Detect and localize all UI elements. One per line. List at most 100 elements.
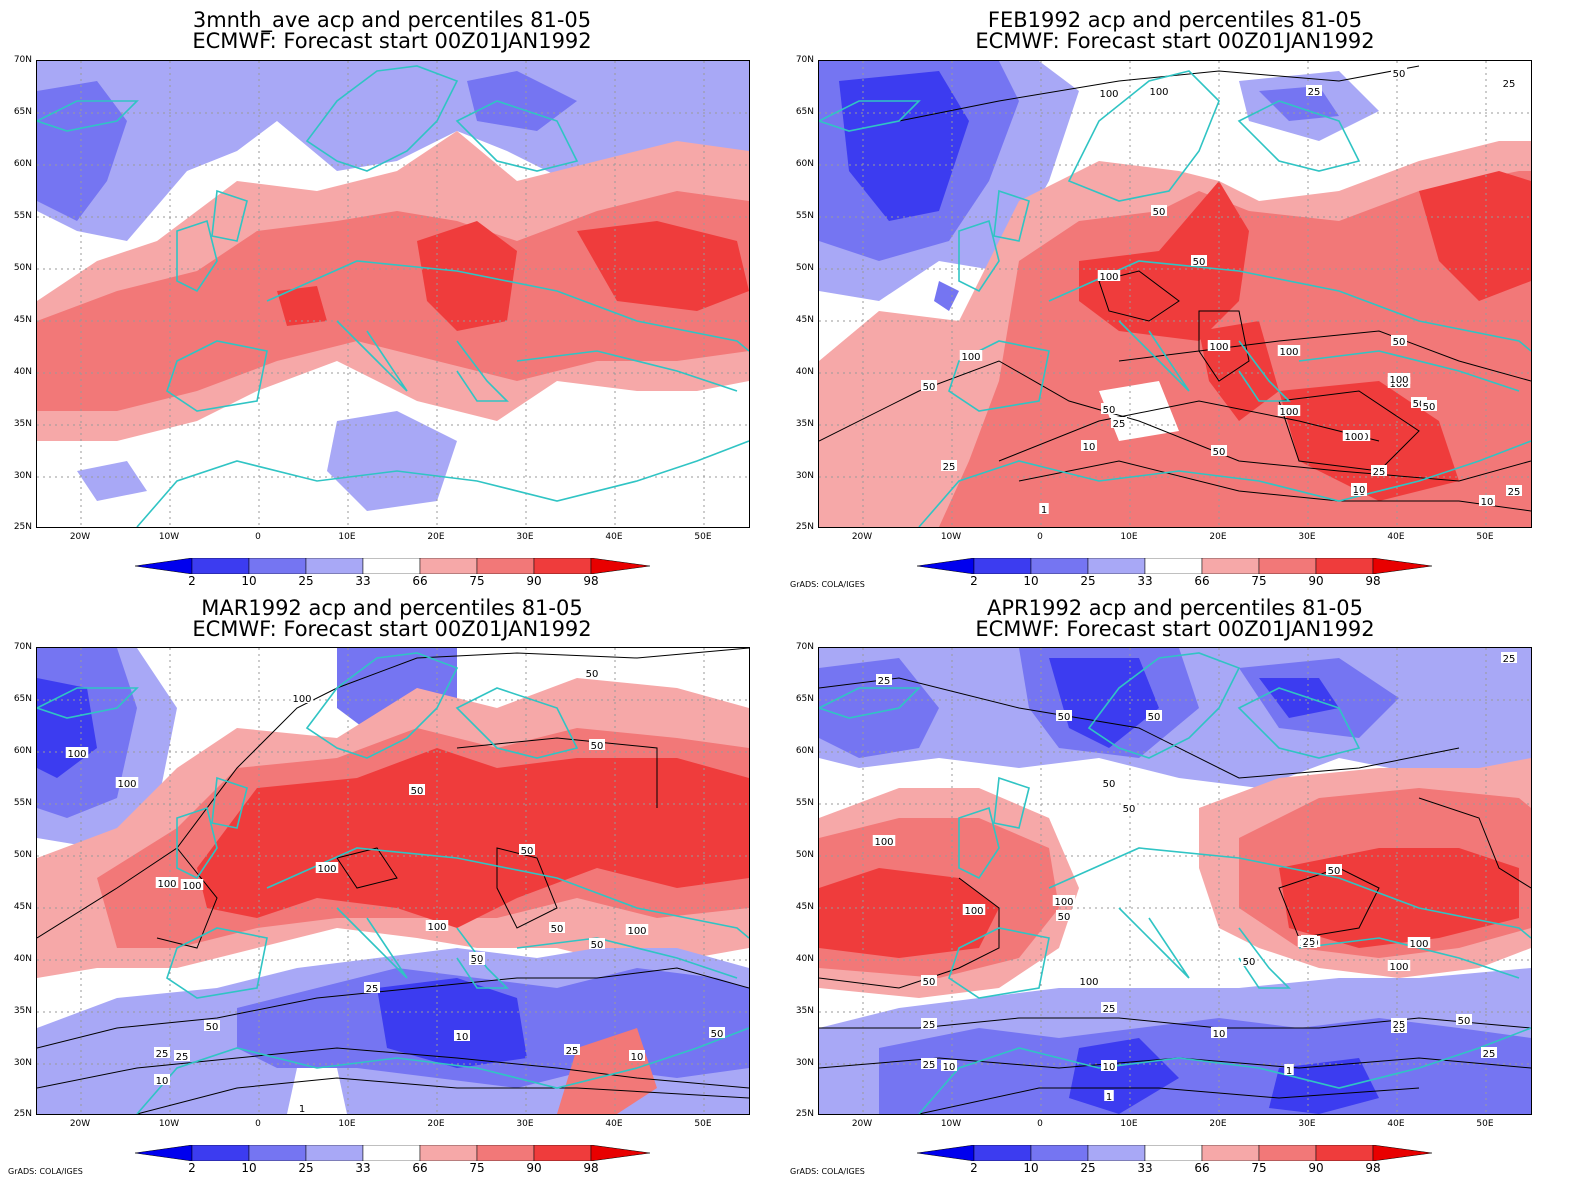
lon-label: 10W	[940, 1119, 962, 1129]
contour-label: 25	[1508, 487, 1521, 498]
lat-label: 35N	[13, 419, 32, 429]
contour-label-bg	[549, 922, 565, 933]
lat-label: 30N	[795, 471, 814, 481]
contour-label: 50	[1058, 912, 1071, 923]
contour-label-bg	[1211, 445, 1227, 456]
contour-label-bg	[409, 784, 425, 795]
lat-label: 30N	[13, 471, 32, 481]
contour-label: 10	[156, 1076, 169, 1087]
contour-label: 25	[1113, 419, 1126, 430]
contour-label-bg	[1056, 710, 1072, 721]
contour-label: 100	[1389, 962, 1408, 973]
contour-label-bg	[1056, 910, 1072, 921]
contour-label-bg	[364, 982, 380, 993]
contour-label-bg	[180, 879, 204, 890]
contour-label-bg	[1191, 255, 1207, 266]
lat-label: 55N	[795, 798, 814, 808]
contour-label: 25	[1373, 467, 1386, 478]
lon-label: 50E	[1476, 1119, 1494, 1129]
contour-label: 10	[456, 1032, 469, 1043]
contour-label: 50	[711, 1029, 724, 1040]
contour-label: 50	[591, 741, 604, 752]
colorbar-label: 90	[1308, 1161, 1324, 1175]
contour-label-bg	[519, 844, 535, 855]
contour-label-bg	[1039, 503, 1049, 514]
lat-label: 35N	[13, 1006, 32, 1016]
map-frame: 5010010025255050100100100501005010010050…	[818, 60, 1532, 528]
contour-label: 50	[206, 1022, 219, 1033]
contour-label: 10	[943, 1062, 956, 1073]
contour-label-bg	[1284, 1064, 1294, 1075]
contour-label-bg	[959, 350, 983, 361]
colorbar-label: 10	[1023, 1161, 1039, 1175]
contour-label: 25	[176, 1052, 189, 1063]
contour-label-bg	[709, 1027, 725, 1038]
contour-label-bg	[1101, 1002, 1117, 1013]
contour-label: 25	[1483, 1049, 1496, 1060]
lat-label: 70N	[13, 55, 32, 65]
contour-label: 50	[586, 669, 599, 680]
contour-label: 50	[1148, 712, 1161, 723]
contour-label: 25	[566, 1046, 579, 1057]
contour-label: 50	[1393, 69, 1406, 80]
contour-label-bg	[589, 938, 605, 949]
contour-label: 25	[923, 1020, 936, 1031]
grads-credit: GrADS: COLA/IGES	[790, 580, 865, 589]
map-frame: 2550505050501001005010010010050100100505…	[818, 647, 1532, 1115]
contour-label-bg	[1241, 955, 1257, 966]
contour-label-bg	[921, 975, 937, 986]
contour-label: 100	[1209, 342, 1228, 353]
contour-label: 50	[411, 786, 424, 797]
contour-label: 50	[1153, 207, 1166, 218]
contour-label-bg	[1121, 802, 1137, 813]
contour-label: 100	[427, 922, 446, 933]
lat-label: 45N	[795, 315, 814, 325]
contour-label-bg	[1351, 483, 1367, 494]
contour-label-bg	[1501, 652, 1517, 663]
contour-label-bg	[297, 1102, 307, 1113]
colorbar-label: 66	[1194, 1161, 1210, 1175]
contour-label-bg	[1101, 1060, 1117, 1071]
contour-label-bg	[941, 460, 957, 471]
contour-label: 50	[1458, 1016, 1471, 1027]
colorbar-label: 25	[298, 574, 314, 588]
contour-label-bg	[1501, 77, 1517, 88]
lon-label: 10W	[158, 1119, 180, 1129]
lat-label: 25N	[795, 522, 814, 532]
contour-label: 100	[67, 749, 86, 760]
lon-label: 50E	[694, 1119, 712, 1129]
grads-credit: GrADS: COLA/IGES	[8, 1167, 83, 1176]
contour-label: 50	[923, 382, 936, 393]
colorbar-label: 98	[1365, 574, 1381, 588]
colorbar-label: 33	[1137, 1161, 1153, 1175]
contour-label: 1	[1041, 505, 1047, 516]
contour-label-bg	[290, 692, 314, 703]
lon-label: 10E	[338, 1119, 356, 1129]
contour-label: 25	[1103, 1004, 1116, 1015]
contour-label: 100	[1099, 272, 1118, 283]
contour-label: 50	[1328, 866, 1341, 877]
contour-label-bg	[315, 862, 339, 873]
contour-label-bg	[1101, 777, 1117, 788]
contour-label: 50	[551, 924, 564, 935]
lon-label: 40E	[605, 1119, 623, 1129]
lat-label: 55N	[795, 211, 814, 221]
lat-label: 60N	[795, 746, 814, 756]
lon-label: 20W	[69, 1119, 91, 1129]
contour-label: 100	[1279, 347, 1298, 358]
lat-label: 65N	[13, 107, 32, 117]
contour-label-bg	[154, 1047, 170, 1058]
contour-label-bg	[1421, 400, 1437, 411]
contour-label: 50	[1103, 405, 1116, 416]
colorbar-label: 10	[241, 1161, 257, 1175]
lat-label: 60N	[795, 159, 814, 169]
contour-label: 100	[1389, 379, 1408, 390]
colorbar-label: 2	[188, 1161, 196, 1175]
contour-label: 1	[1106, 1092, 1112, 1103]
contour-label-bg	[1306, 85, 1322, 96]
colorbar-label: 25	[1080, 574, 1096, 588]
contour-label-bg	[921, 1058, 937, 1069]
lat-label: 45N	[13, 902, 32, 912]
map-frame	[36, 60, 750, 528]
contour-label: 25	[156, 1049, 169, 1060]
